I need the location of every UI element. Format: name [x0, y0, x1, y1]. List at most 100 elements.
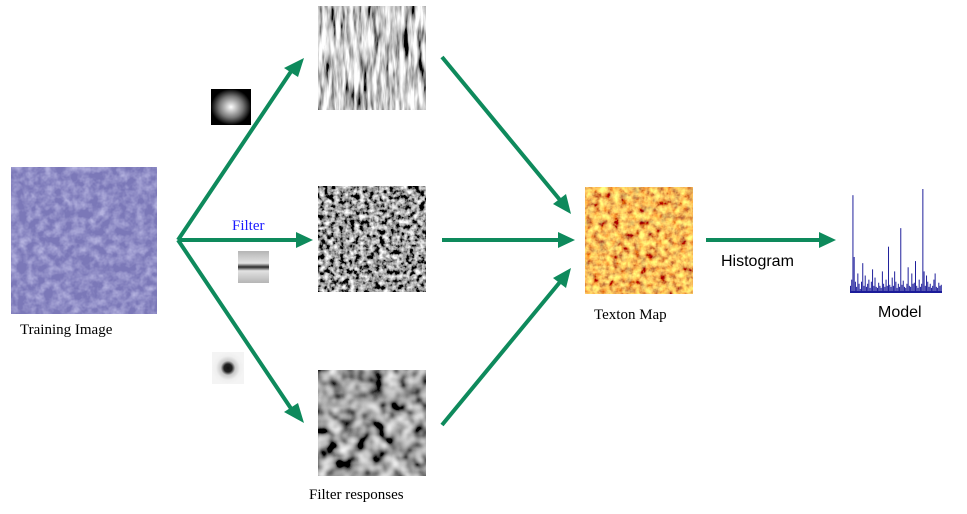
arrow-bottom-to-texton [440, 280, 562, 427]
histogram-bar [867, 283, 869, 292]
histogram-bar [852, 195, 854, 292]
histogram-bar [932, 285, 934, 292]
histogram-bar [876, 287, 878, 292]
filter-label: Filter [232, 218, 265, 234]
filter-responses-label: Filter responses [309, 487, 404, 503]
histogram-bar [865, 286, 867, 292]
histogram-bar [863, 285, 865, 292]
histogram-label: Histogram [721, 253, 794, 270]
texton-map [585, 187, 693, 294]
histogram-bar [883, 283, 885, 292]
histogram-bar [888, 246, 890, 292]
arrowhead-middle-texton [558, 232, 575, 248]
histogram-bar [928, 286, 930, 292]
histogram-bar [878, 282, 880, 292]
histogram-bar [875, 286, 877, 292]
histogram-bar [872, 269, 874, 292]
histogram-bar [921, 283, 923, 292]
texton-map-label: Texton Map [594, 307, 667, 323]
histogram-bar [885, 279, 887, 292]
model-histogram [850, 189, 942, 293]
histogram-bar [892, 285, 894, 292]
histogram-bar [912, 283, 914, 292]
arrow-to-response-bottom [176, 238, 294, 412]
histogram-bar [933, 279, 935, 292]
model-label: Model [878, 304, 922, 321]
arrowhead-top-texton [553, 194, 571, 214]
histogram-bar [890, 286, 892, 292]
histogram-bar [859, 288, 861, 292]
histogram-bar [937, 287, 939, 292]
histogram-bar [879, 285, 881, 292]
histogram-bar [869, 287, 871, 292]
histogram-bar [918, 279, 920, 292]
histogram-bar [908, 285, 910, 292]
histogram-bar [913, 282, 915, 292]
histogram-bar [930, 287, 932, 292]
histogram-bar [940, 284, 942, 292]
histogram-bar [857, 273, 859, 292]
histogram-bar [874, 277, 876, 292]
histogram-bar [919, 286, 921, 292]
arrow-top-to-texton [440, 55, 562, 202]
histogram-bar [915, 261, 916, 292]
center-surround-filter-kernel [212, 352, 244, 384]
histogram-bar [897, 283, 899, 292]
arrowhead-response-bottom [284, 403, 304, 423]
histogram-bar [905, 287, 907, 292]
histogram-bar [896, 287, 898, 292]
histogram-bar [881, 271, 883, 292]
histogram-bar [856, 286, 858, 292]
histogram-bar [910, 286, 912, 292]
histogram-bar [927, 281, 929, 292]
histogram-bar [929, 283, 931, 292]
histogram-bar [907, 267, 909, 292]
filter-response-top [318, 6, 426, 110]
histogram-bar [903, 286, 905, 292]
filter-response-middle [318, 186, 426, 292]
gaussian-filter-kernel [211, 89, 251, 125]
arrows-group [176, 55, 836, 427]
arrowhead-bottom-texton [553, 268, 571, 288]
histogram-bar [861, 281, 863, 292]
histogram-bar [938, 282, 940, 292]
arrow-to-response-top [176, 68, 294, 242]
histogram-bar [850, 285, 851, 292]
histogram-bar [864, 275, 866, 292]
histogram-bar [922, 189, 924, 292]
histogram-bar [911, 273, 913, 292]
histogram-bar [889, 284, 891, 292]
histogram-bar [935, 286, 937, 292]
histogram-bar [870, 281, 872, 292]
histogram-bar [923, 271, 925, 292]
histogram-bar [900, 228, 902, 292]
training-image [11, 167, 157, 314]
histogram-bar [939, 285, 941, 292]
histogram-bar [902, 280, 904, 292]
histogram-bar [880, 287, 882, 292]
histogram-bar [906, 283, 908, 292]
histogram-bar [934, 273, 936, 292]
filter-response-bottom [318, 370, 426, 476]
histogram-bar [917, 287, 919, 292]
histogram-bar [884, 286, 886, 292]
arrowhead-response-top [284, 58, 304, 77]
histogram-bar [901, 284, 903, 292]
edge-filter-kernel [238, 251, 269, 283]
histogram-bar [895, 281, 897, 292]
histogram-bar [926, 275, 928, 292]
histogram-bar [851, 279, 853, 292]
histogram-bar [854, 281, 856, 292]
histogram-bar [858, 283, 860, 292]
histogram-bar [924, 285, 926, 292]
histogram-bar [853, 256, 855, 292]
histogram-bar [873, 285, 875, 292]
histogram-bar [916, 285, 918, 292]
training-image-label: Training Image [20, 322, 113, 338]
arrowhead-model [819, 232, 836, 248]
histogram-bar [868, 279, 870, 292]
histogram-bar [862, 263, 864, 292]
arrowhead-response-middle [296, 232, 313, 248]
